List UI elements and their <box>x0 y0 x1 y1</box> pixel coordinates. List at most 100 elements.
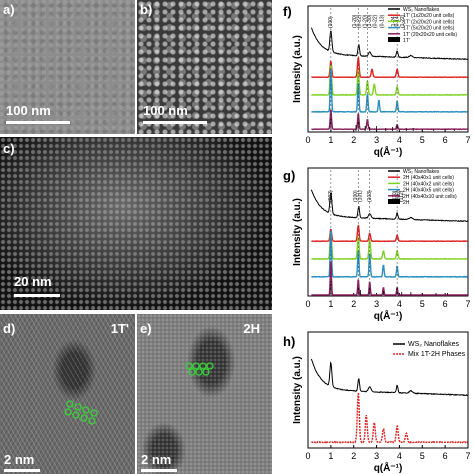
series-line-2 <box>311 56 468 79</box>
x-tick-label: 3 <box>374 135 379 145</box>
panel-label-h: h) <box>283 334 296 349</box>
atom-highlight-1t <box>64 400 98 425</box>
panel-label-g: g) <box>283 168 296 183</box>
y-axis-label: Intensity (a.u.) <box>292 198 303 266</box>
x-tick-label: 6 <box>443 135 448 145</box>
panel-label-c: c) <box>3 141 15 156</box>
tem-image-e: e) 2H 2 nm <box>137 314 272 474</box>
x-tick-label: 2 <box>351 299 356 309</box>
series-line-4 <box>311 68 469 113</box>
x-tick-label: 1 <box>328 299 333 309</box>
panel-label-b: b) <box>140 2 153 17</box>
peak-label: (1-20) <box>352 14 358 28</box>
scale-bar-b <box>143 121 207 124</box>
y-axis-label: Intensity (a.u.) <box>292 356 303 424</box>
scale-bar-c <box>14 294 60 297</box>
tem-image-d: d) 1T' 2 nm <box>0 314 135 474</box>
peak-label: (112) <box>399 190 405 202</box>
scale-text-b: 100 nm <box>143 103 188 118</box>
series-line-5 <box>311 109 468 131</box>
series-line-2 <box>311 224 468 243</box>
panel-label-a: a) <box>3 2 15 17</box>
x-tick-label: 7 <box>465 299 470 309</box>
panel-label-d: d) <box>3 321 16 336</box>
x-axis-label: q(Å⁻¹) <box>374 309 403 322</box>
x-tick-label: 0 <box>305 299 310 309</box>
peak-label: (100) <box>353 190 359 202</box>
tem-image-a: a) 100 nm <box>0 0 135 134</box>
series-line-2 <box>311 392 468 444</box>
series-line-1 <box>310 189 469 223</box>
diffraction-chart-f: 0 1 2 3 4 5 6 7 q(Å⁻¹) Intensity (a.u.) (100) (1-20… <box>292 5 471 158</box>
series-line-5 <box>311 261 468 296</box>
x-tick-label: 5 <box>420 299 425 309</box>
legend-entry: 2H (40x40x2 unit cells) <box>403 181 454 187</box>
scale-bar-a <box>6 121 70 124</box>
scale-bar-d <box>4 469 40 472</box>
phase-label-1t: 1T' <box>110 321 129 336</box>
legend-entry: WS₂ Nanoflakes <box>408 341 459 348</box>
scale-text-d: 2 nm <box>4 452 35 467</box>
x-tick-label: 5 <box>420 135 425 145</box>
scale-text-e: 2 nm <box>141 452 172 467</box>
scale-text-c: 20 nm <box>14 274 52 289</box>
x-tick-label: 4 <box>397 135 402 145</box>
x-tick-label: 3 <box>374 299 379 309</box>
panel-label-f: f) <box>283 4 292 19</box>
legend-entry: 1T' (2x20x20 unit cells) <box>403 19 455 25</box>
phase-label-2h: 2H <box>243 321 260 336</box>
series-line-3 <box>311 64 468 97</box>
legend-swatch <box>388 37 400 42</box>
x-tick-label: 5 <box>420 451 425 461</box>
x-tick-label: 6 <box>443 451 448 461</box>
scale-bar-e <box>141 469 177 472</box>
peak-label: (0-22) <box>373 14 379 28</box>
legend-entry: 2H (40x40x1 unit cells) <box>403 175 454 181</box>
x-tick-label: 3 <box>374 451 379 461</box>
peak-label: (100) <box>328 16 334 28</box>
peak-label: (0-13) <box>379 14 385 28</box>
atom-highlight-2h <box>185 362 214 376</box>
legend-entry: 1T' (1x20x20 unit cells) <box>403 13 455 19</box>
x-tick-label: 1 <box>328 135 333 145</box>
peak-label: (002) <box>328 190 334 202</box>
diffraction-chart-g: 0 1 2 3 4 5 6 7 q(Å⁻¹) Intensity (a.u.) (002) (100)… <box>292 167 471 322</box>
plot-frame <box>307 5 469 133</box>
peak-label: (1-20) <box>362 14 368 28</box>
x-axis-label: q(Å⁻¹) <box>374 145 403 158</box>
legend-entry: 1T' <box>403 38 410 44</box>
legend-entry: 2H (40x40x10 unit cells) <box>403 194 457 200</box>
legend-entry: Mix 1T-2H Phases <box>408 351 466 358</box>
scale-text-a: 100 nm <box>6 103 51 118</box>
peak-label: (103) <box>367 190 373 202</box>
x-tick-label: 7 <box>465 135 470 145</box>
peak-label: (101) <box>358 190 364 202</box>
legend-entry: 1T' (20x20x20 unit cells) <box>403 32 457 38</box>
x-tick-label: 0 <box>305 135 310 145</box>
peak-label: (1-30) <box>367 14 373 28</box>
x-tick-label: 6 <box>443 299 448 309</box>
series-line-1 <box>310 27 469 61</box>
x-tick-label: 4 <box>397 299 402 309</box>
plot-frame <box>307 167 469 297</box>
y-axis-label: Intensity (a.u.) <box>292 35 303 103</box>
x-tick-label: 1 <box>328 451 333 461</box>
peak-label: (1-22) <box>400 14 406 28</box>
peak-label: (0-22) <box>357 14 363 28</box>
x-axis-label: q(Å⁻¹) <box>374 461 403 474</box>
tem-image-b: b) 100 nm <box>137 0 272 134</box>
x-tick-label: 2 <box>351 451 356 461</box>
series-line-1 <box>310 358 469 397</box>
legend-entry: WS₂ Nanoflakes <box>403 7 440 13</box>
tem-image-c: c) 20 nm <box>0 137 272 310</box>
legend-swatch <box>388 199 400 204</box>
series-line-3 <box>311 230 468 261</box>
legend-entry: 2H <box>403 200 410 206</box>
x-tick-label: 7 <box>465 451 470 461</box>
series-line-4 <box>311 230 469 278</box>
x-tick-label: 0 <box>305 451 310 461</box>
panel-label-e: e) <box>140 321 152 336</box>
x-tick-label: 2 <box>351 135 356 145</box>
x-tick-label: 4 <box>397 451 402 461</box>
legend-entry: 2H (40x40x5 unit cells) <box>403 188 454 194</box>
